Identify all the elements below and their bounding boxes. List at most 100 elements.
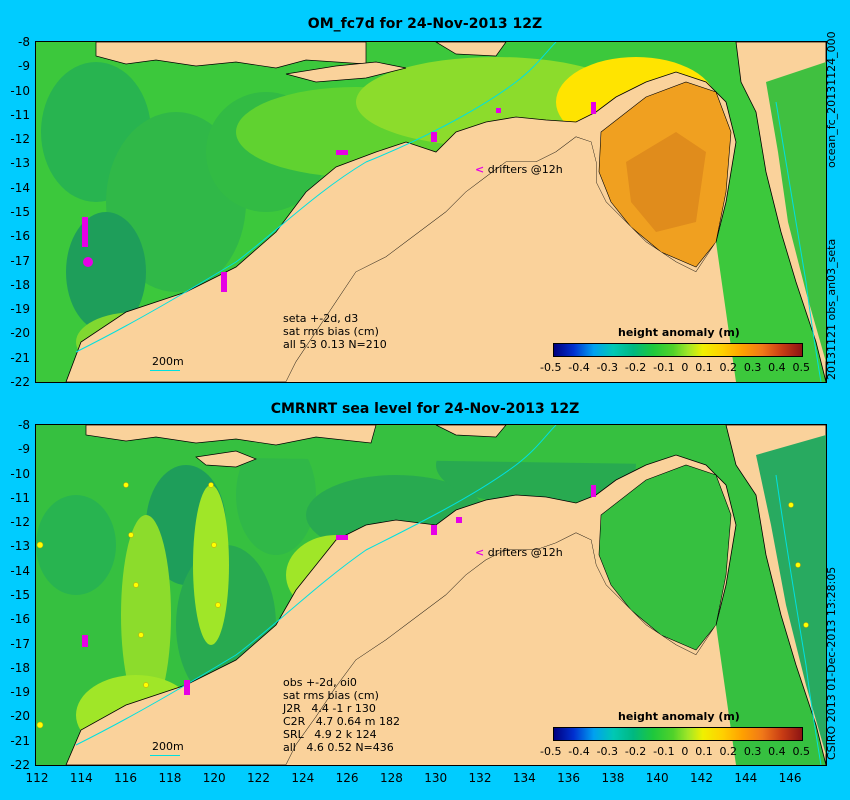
stats-line: J2R 4.4 -1 r 130 — [283, 702, 376, 715]
bottom-lat-tick: -20 — [10, 709, 30, 724]
timor-island — [195, 450, 257, 468]
ocean-region — [36, 425, 826, 525]
bottom-lat-tick: -11 — [10, 490, 30, 505]
northern-island-chain — [95, 42, 367, 69]
lon-tick: 134 — [512, 771, 536, 785]
colorbar-tick: 0.5 — [792, 745, 810, 758]
top-colorbar-ticks: -0.5 -0.4 -0.3 -0.2 -0.1 0 0.1 0.2 0.3 0.4 0.5 — [540, 361, 810, 374]
anomaly-patch — [193, 485, 229, 645]
bottom-map-graphic — [36, 425, 826, 765]
colorbar-tick: 0.1 — [695, 361, 713, 374]
colorbar-tick: -0.1 — [653, 361, 675, 374]
australia-interior — [286, 137, 736, 382]
drifter-track — [336, 535, 348, 540]
top-lat-tick: -17 — [10, 253, 30, 268]
stats-line: all 4.6 0.52 N=436 — [283, 741, 394, 754]
drifter-legend-label: drifters @12h — [487, 546, 563, 559]
colorbar-tick: 0 — [681, 361, 689, 374]
track-point — [211, 542, 217, 548]
track-point — [208, 482, 214, 488]
bottom-scale-label: 200m — [152, 740, 184, 753]
drifter-tracks — [82, 102, 596, 292]
bottom-lat-tick: -17 — [10, 636, 30, 651]
top-panel-title: OM_fc7d for 24-Nov-2013 12Z — [307, 16, 543, 32]
bottom-lat-tick: -15 — [10, 588, 30, 602]
top-lat-tick: -8 — [18, 35, 30, 49]
island — [435, 42, 507, 57]
isobath-200m — [775, 101, 822, 382]
bottom-lat-tick: -19 — [10, 685, 30, 700]
top-side-label-upper: ocean_fc_20131124_000 — [825, 31, 838, 168]
colorbar-tick: 0.5 — [792, 361, 810, 374]
bottom-lat-tick: -18 — [10, 660, 30, 675]
drifter-legend-icon: < — [475, 163, 485, 176]
drifter-track — [496, 108, 501, 113]
top-scale-label: 200m — [152, 355, 184, 368]
top-lat-tick: -12 — [10, 132, 30, 147]
bottom-lat-tick: -13 — [10, 539, 30, 554]
top-scale-line — [150, 370, 180, 371]
top-drifters-legend: < drifters @12h — [475, 163, 563, 176]
drifter-track — [431, 525, 437, 535]
island — [435, 425, 507, 438]
bottom-colorbar-ticks: -0.5 -0.4 -0.3 -0.2 -0.1 0 0.1 0.2 0.3 0.4 0.5 — [540, 745, 810, 758]
drifter-track — [456, 517, 462, 523]
lon-tick: 130 — [424, 771, 448, 785]
top-lat-tick: -15 — [10, 205, 30, 219]
colorbar-tick: 0 — [681, 745, 689, 758]
top-colorbar-title: height anomaly (m) — [618, 326, 740, 339]
bottom-panel-title: CMRNRT sea level for 24-Nov-2013 12Z — [270, 401, 580, 417]
colorbar-tick: -0.1 — [653, 745, 675, 758]
bottom-lat-tick: -9 — [18, 442, 30, 457]
colorbar-tick: 0.2 — [719, 361, 738, 374]
top-lat-tick: -10 — [10, 83, 30, 98]
lon-tick: 114 — [69, 771, 93, 785]
drifter-legend-icon: < — [475, 546, 485, 559]
lon-tick: 122 — [247, 771, 270, 785]
top-lat-tick: -9 — [18, 59, 30, 74]
altimetry-tracks — [36, 482, 809, 729]
bottom-drifters-legend: < drifters @12h — [475, 546, 563, 559]
anomaly-patch — [121, 515, 171, 715]
anomaly-patch — [236, 435, 316, 555]
top-lat-tick: -22 — [10, 375, 30, 389]
drifter-track — [221, 272, 227, 292]
top-map-graphic — [36, 42, 826, 382]
lon-tick: 140 — [645, 771, 669, 785]
lon-tick: 136 — [557, 771, 581, 785]
isobath-200m — [75, 425, 557, 746]
drifter-legend-label: drifters @12h — [487, 163, 563, 176]
lon-tick: 128 — [379, 771, 403, 785]
track-point — [138, 632, 144, 638]
isobath-200m — [75, 42, 557, 353]
stats-line: seta +-2d, d3 — [283, 312, 359, 325]
drifter-track — [591, 102, 596, 114]
bottom-colorbar — [553, 727, 803, 741]
colorbar-tick: -0.2 — [624, 361, 647, 374]
drifter-track — [431, 132, 437, 142]
top-lat-tick: -18 — [10, 277, 30, 292]
isobath-200m — [775, 474, 822, 765]
track-point — [123, 482, 129, 488]
top-lat-tick: -20 — [10, 326, 30, 341]
anomaly-patch — [626, 132, 706, 232]
colorbar-tick: -0.4 — [568, 745, 590, 758]
drifter-track — [336, 150, 348, 155]
track-point — [36, 721, 44, 729]
colorbar-tick: 0.4 — [768, 361, 786, 374]
track-point — [128, 532, 134, 538]
top-lat-tick: -21 — [10, 350, 30, 365]
track-point — [803, 622, 809, 628]
top-side-label-lower: 20131121 obs_an03_seta — [825, 238, 838, 380]
colorbar-tick: -0.5 — [540, 745, 562, 758]
top-lat-tick: -19 — [10, 302, 30, 317]
lon-tick: 146 — [778, 771, 802, 785]
bottom-stats-block: obs +-2d, oi0 sat rms bias (cm) J2R 4.4 -1… — [283, 676, 400, 754]
track-point — [133, 582, 139, 588]
bottom-side-label: CSIRO 2013 01-Dec-2013 13:28:05 — [825, 566, 838, 760]
lon-tick: 124 — [291, 771, 315, 785]
lon-tick: 116 — [114, 771, 138, 785]
stats-line: SRL 4.9 2 k 124 — [283, 728, 377, 741]
colorbar-tick: 0.3 — [743, 361, 762, 374]
stats-line: obs +-2d, oi0 — [283, 676, 357, 689]
